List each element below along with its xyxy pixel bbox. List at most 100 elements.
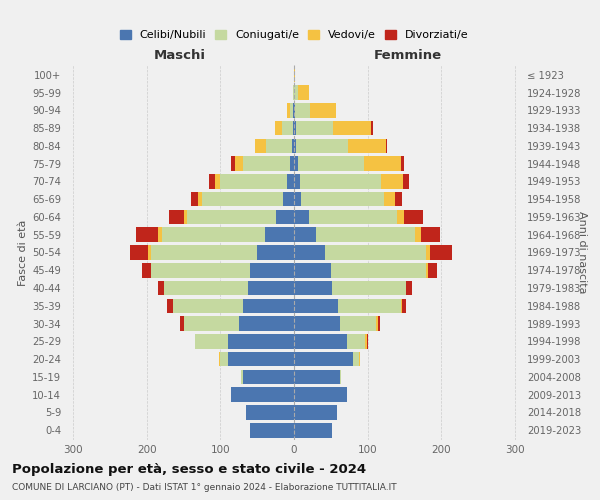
Bar xyxy=(148,245,151,260)
Bar xyxy=(202,192,283,206)
Bar xyxy=(404,210,423,224)
Bar xyxy=(309,210,397,224)
Bar xyxy=(364,156,401,171)
Bar xyxy=(325,245,427,260)
Bar xyxy=(242,298,294,313)
Bar xyxy=(294,156,298,171)
Bar xyxy=(347,138,386,153)
Bar xyxy=(384,192,395,206)
Bar xyxy=(331,263,427,278)
Bar xyxy=(401,298,402,313)
Bar xyxy=(180,316,184,331)
Bar xyxy=(406,281,412,295)
Bar xyxy=(294,263,331,278)
Bar xyxy=(242,156,290,171)
Bar xyxy=(293,121,294,136)
Bar xyxy=(294,210,309,224)
Bar xyxy=(136,228,158,242)
Bar xyxy=(294,388,347,402)
Bar xyxy=(353,352,359,366)
Bar xyxy=(283,192,294,206)
Bar xyxy=(298,86,309,100)
Bar xyxy=(294,298,338,313)
Bar xyxy=(294,228,316,242)
Bar xyxy=(282,121,293,136)
Bar xyxy=(294,192,301,206)
Bar xyxy=(427,263,428,278)
Bar xyxy=(381,174,403,188)
Bar xyxy=(158,281,164,295)
Bar xyxy=(220,174,287,188)
Bar xyxy=(287,174,294,188)
Bar xyxy=(242,370,294,384)
Bar xyxy=(184,210,187,224)
Bar xyxy=(333,121,371,136)
Bar xyxy=(235,156,242,171)
Bar xyxy=(294,121,296,136)
Bar xyxy=(347,334,365,348)
Bar xyxy=(164,281,248,295)
Bar xyxy=(415,228,421,242)
Bar xyxy=(293,103,294,118)
Bar xyxy=(395,192,402,206)
Bar xyxy=(246,405,294,419)
Bar xyxy=(397,210,404,224)
Bar xyxy=(130,245,148,260)
Bar xyxy=(401,156,404,171)
Text: Popolazione per età, sesso e stato civile - 2024: Popolazione per età, sesso e stato civil… xyxy=(12,462,366,475)
Bar xyxy=(430,245,452,260)
Bar xyxy=(296,138,347,153)
Bar xyxy=(294,138,296,153)
Bar xyxy=(428,263,437,278)
Bar xyxy=(294,370,340,384)
Bar xyxy=(294,423,332,438)
Bar xyxy=(158,228,161,242)
Bar xyxy=(169,210,184,224)
Bar xyxy=(294,86,298,100)
Bar xyxy=(403,174,409,188)
Bar xyxy=(232,156,235,171)
Bar xyxy=(151,263,250,278)
Bar xyxy=(275,121,282,136)
Bar xyxy=(248,281,294,295)
Legend: Celibi/Nubili, Coniugati/e, Vedovi/e, Divorziati/e: Celibi/Nubili, Coniugati/e, Vedovi/e, Di… xyxy=(115,26,473,44)
Text: COMUNE DI LARCIANO (PT) - Dati ISTAT 1° gennaio 2024 - Elaborazione TUTTITALIA.I: COMUNE DI LARCIANO (PT) - Dati ISTAT 1° … xyxy=(12,484,397,492)
Bar xyxy=(257,245,294,260)
Bar xyxy=(228,334,294,348)
Bar xyxy=(332,281,406,295)
Bar xyxy=(215,174,220,188)
Bar xyxy=(294,68,295,82)
Bar xyxy=(294,174,300,188)
Bar xyxy=(173,298,242,313)
Bar xyxy=(184,316,239,331)
Bar xyxy=(232,388,294,402)
Bar xyxy=(191,192,199,206)
Bar xyxy=(293,86,294,100)
Bar xyxy=(371,121,373,136)
Bar xyxy=(294,316,340,331)
Bar xyxy=(296,121,333,136)
Bar xyxy=(300,174,381,188)
Bar xyxy=(402,298,406,313)
Bar xyxy=(187,210,275,224)
Bar xyxy=(220,352,228,366)
Bar xyxy=(294,334,347,348)
Text: Femmine: Femmine xyxy=(374,50,442,62)
Bar xyxy=(294,352,353,366)
Bar xyxy=(340,370,341,384)
Bar xyxy=(241,370,242,384)
Y-axis label: Fasce di età: Fasce di età xyxy=(18,220,28,286)
Bar xyxy=(265,228,294,242)
Bar xyxy=(367,334,368,348)
Bar xyxy=(287,103,290,118)
Bar xyxy=(239,316,294,331)
Bar xyxy=(228,352,294,366)
Bar xyxy=(294,281,332,295)
Bar xyxy=(378,316,380,331)
Bar xyxy=(294,245,325,260)
Bar xyxy=(167,298,173,313)
Bar xyxy=(255,138,266,153)
Bar xyxy=(250,263,294,278)
Bar xyxy=(250,423,294,438)
Bar xyxy=(195,334,228,348)
